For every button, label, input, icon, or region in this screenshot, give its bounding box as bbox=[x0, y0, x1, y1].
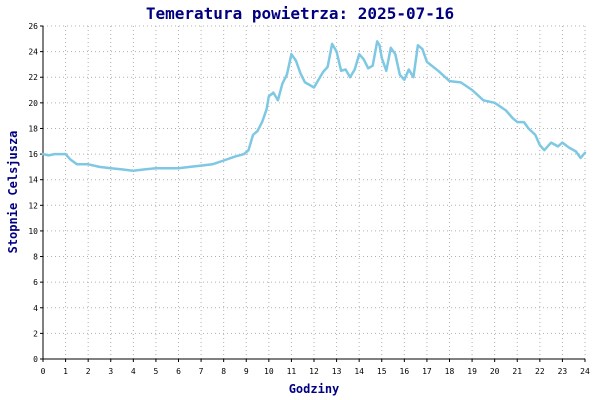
y-tick-label: 8 bbox=[33, 253, 38, 262]
y-tick-label: 26 bbox=[28, 22, 38, 31]
grid bbox=[43, 25, 586, 359]
y-tick-label: 2 bbox=[33, 329, 38, 338]
x-tick-label: 23 bbox=[558, 367, 568, 376]
y-tick-label: 4 bbox=[33, 304, 38, 313]
x-tick-label: 24 bbox=[580, 367, 590, 376]
x-axis-title: Godziny bbox=[289, 382, 340, 396]
x-tick-label: 1 bbox=[63, 367, 68, 376]
series-layer bbox=[41, 40, 587, 172]
x-tick-label: 21 bbox=[512, 367, 522, 376]
x-tick-label: 5 bbox=[154, 367, 159, 376]
x-tick-label: 12 bbox=[309, 367, 319, 376]
y-tick-label: 20 bbox=[28, 99, 38, 108]
y-tick-label: 16 bbox=[28, 150, 38, 159]
x-tick-label: 7 bbox=[199, 367, 204, 376]
y-tick-label: 10 bbox=[28, 227, 38, 236]
chart-title: Temeratura powietrza: 2025-07-16 bbox=[146, 4, 454, 23]
axes bbox=[40, 25, 586, 362]
y-tick-label: 22 bbox=[28, 73, 38, 82]
x-tick-label: 20 bbox=[490, 367, 500, 376]
x-tick-label: 19 bbox=[467, 367, 477, 376]
temperature-series-line bbox=[41, 40, 587, 172]
x-tick-label: 22 bbox=[535, 367, 545, 376]
x-tick-label: 13 bbox=[332, 367, 342, 376]
x-tick-label: 0 bbox=[41, 367, 46, 376]
x-tick-label: 14 bbox=[354, 367, 364, 376]
x-tick-label: 17 bbox=[422, 367, 432, 376]
x-tick-label: 16 bbox=[400, 367, 410, 376]
x-tick-label: 8 bbox=[221, 367, 226, 376]
y-tick-label: 6 bbox=[33, 278, 38, 287]
x-tick-label: 4 bbox=[131, 367, 136, 376]
y-tick-label: 24 bbox=[28, 48, 38, 57]
x-tick-label: 18 bbox=[445, 367, 455, 376]
x-tick-label: 9 bbox=[244, 367, 249, 376]
x-tick-label: 15 bbox=[377, 367, 387, 376]
x-tick-label: 10 bbox=[264, 367, 274, 376]
y-tick-label: 12 bbox=[28, 201, 38, 210]
y-tick-label: 0 bbox=[33, 355, 38, 364]
x-tick-label: 6 bbox=[176, 367, 181, 376]
y-tick-label: 18 bbox=[28, 124, 38, 133]
y-axis-title: Stopnie Celsjusza bbox=[6, 131, 20, 254]
x-tick-label: 3 bbox=[108, 367, 113, 376]
y-tick-label: 14 bbox=[28, 176, 38, 185]
x-tick-labels: 0 1 2 3 4 5 6 7 8 9 10 11 12 13 14 15 16 17 18 19 20 21 22 23 24 bbox=[41, 367, 590, 376]
x-tick-label: 2 bbox=[86, 367, 91, 376]
x-tick-label: 11 bbox=[287, 367, 297, 376]
